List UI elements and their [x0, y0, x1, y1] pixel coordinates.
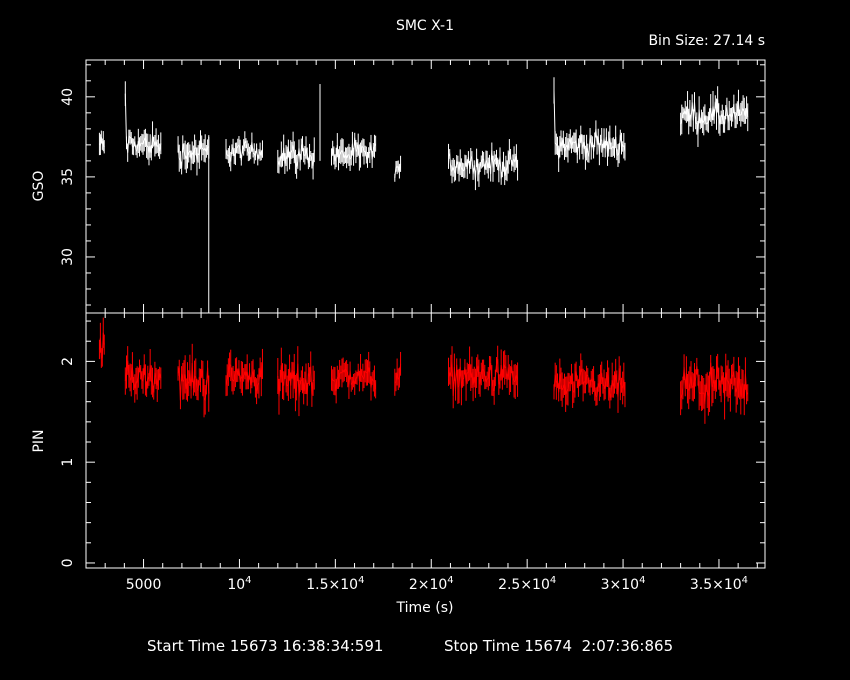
pin-panel-frame	[85, 312, 766, 569]
x-tick-label: 104	[227, 575, 251, 593]
gso-data-line	[99, 136, 105, 147]
x-tick-mantissa: 1.5×10	[306, 577, 358, 593]
bin-size-label: Bin Size: 27.14 s	[648, 33, 765, 49]
x-tick-exponent: 4	[245, 575, 251, 586]
x-tick-exponent: 4	[639, 575, 645, 586]
x-tick-mantissa: 3.5×10	[690, 577, 742, 593]
gso-data-line	[225, 139, 263, 162]
gso-segment	[448, 139, 519, 191]
pin-data-line	[448, 359, 519, 396]
pin-segment	[277, 346, 315, 417]
gso-data-line	[553, 90, 626, 159]
gso-data-line	[124, 93, 162, 154]
gso-segment	[98, 130, 105, 156]
pin-segment	[680, 353, 749, 424]
pin-segment	[331, 351, 377, 404]
y-tick-label: 1	[60, 458, 76, 467]
pin-data-line	[394, 363, 402, 383]
x-tick-mantissa: 2.5×10	[498, 577, 550, 593]
y-tick-label: 30	[60, 248, 76, 266]
gso-segment	[680, 86, 749, 147]
pin-data-line	[98, 332, 105, 360]
x-tick-exponent: 4	[550, 575, 556, 586]
x-tick-label: 1.5×104	[306, 575, 364, 593]
x-tick-mantissa: 10	[227, 577, 245, 593]
gso-segment	[394, 155, 402, 182]
pin-data-line	[177, 362, 210, 402]
gso-panel-frame	[85, 59, 766, 314]
pin-segment	[225, 348, 263, 405]
x-tick-mantissa: 3×10	[601, 577, 639, 593]
gso-data-line	[680, 99, 749, 135]
data-layer	[98, 77, 749, 424]
y-tick-label: 40	[60, 88, 76, 106]
pin-data-line	[124, 360, 162, 393]
gso-data-line	[177, 139, 209, 169]
pin-data-line	[331, 367, 377, 392]
gso-data-line	[277, 143, 315, 168]
gso-segment	[331, 131, 377, 172]
pin-segment	[98, 317, 105, 368]
start-time-label: Start Time 15673 16:38:34:591	[147, 637, 384, 655]
y-tick-label: 0	[60, 558, 76, 567]
gso-axis-label: GSO	[31, 171, 47, 202]
gso-segment	[553, 77, 626, 172]
pin-data-line	[680, 362, 749, 405]
x-tick-label: 3×104	[601, 575, 646, 593]
pin-segment	[177, 343, 210, 418]
y-tick-label: 35	[60, 168, 76, 186]
pin-data-line	[225, 363, 263, 392]
pin-data-line	[277, 363, 315, 399]
chart-title: SMC X-1	[396, 18, 454, 34]
gso-segment	[225, 131, 263, 172]
pin-series	[98, 317, 749, 424]
gso-segment	[277, 131, 315, 180]
pin-segment	[394, 351, 402, 396]
x-tick-mantissa: 2×10	[409, 577, 447, 593]
x-tick-exponent: 4	[742, 575, 748, 586]
gso-segment	[124, 81, 162, 166]
pin-data-line	[553, 367, 626, 399]
pin-segment	[448, 345, 519, 409]
x-tick-label: 2×104	[409, 575, 454, 593]
gso-series	[98, 77, 749, 313]
gso-segment	[177, 130, 210, 176]
x-tick-exponent: 4	[447, 575, 453, 586]
gso-data-line	[448, 149, 519, 181]
x-tick-label: 5000	[126, 577, 162, 593]
x-tick-exponent: 4	[358, 575, 364, 586]
x-tick-label: 3.5×104	[690, 575, 748, 593]
x-tick-label: 2.5×104	[498, 575, 556, 593]
pin-axis-label: PIN	[31, 429, 47, 452]
gso-data-line	[394, 163, 402, 178]
pin-segment	[124, 346, 162, 403]
stop-time-label: Stop Time 15674 2:07:36:865	[444, 637, 674, 655]
x-axis-label: Time (s)	[396, 600, 454, 616]
x-tick-mantissa: 5000	[126, 577, 162, 593]
pin-segment	[553, 353, 626, 413]
y-tick-label: 2	[60, 357, 76, 366]
gso-data-line	[331, 137, 377, 162]
